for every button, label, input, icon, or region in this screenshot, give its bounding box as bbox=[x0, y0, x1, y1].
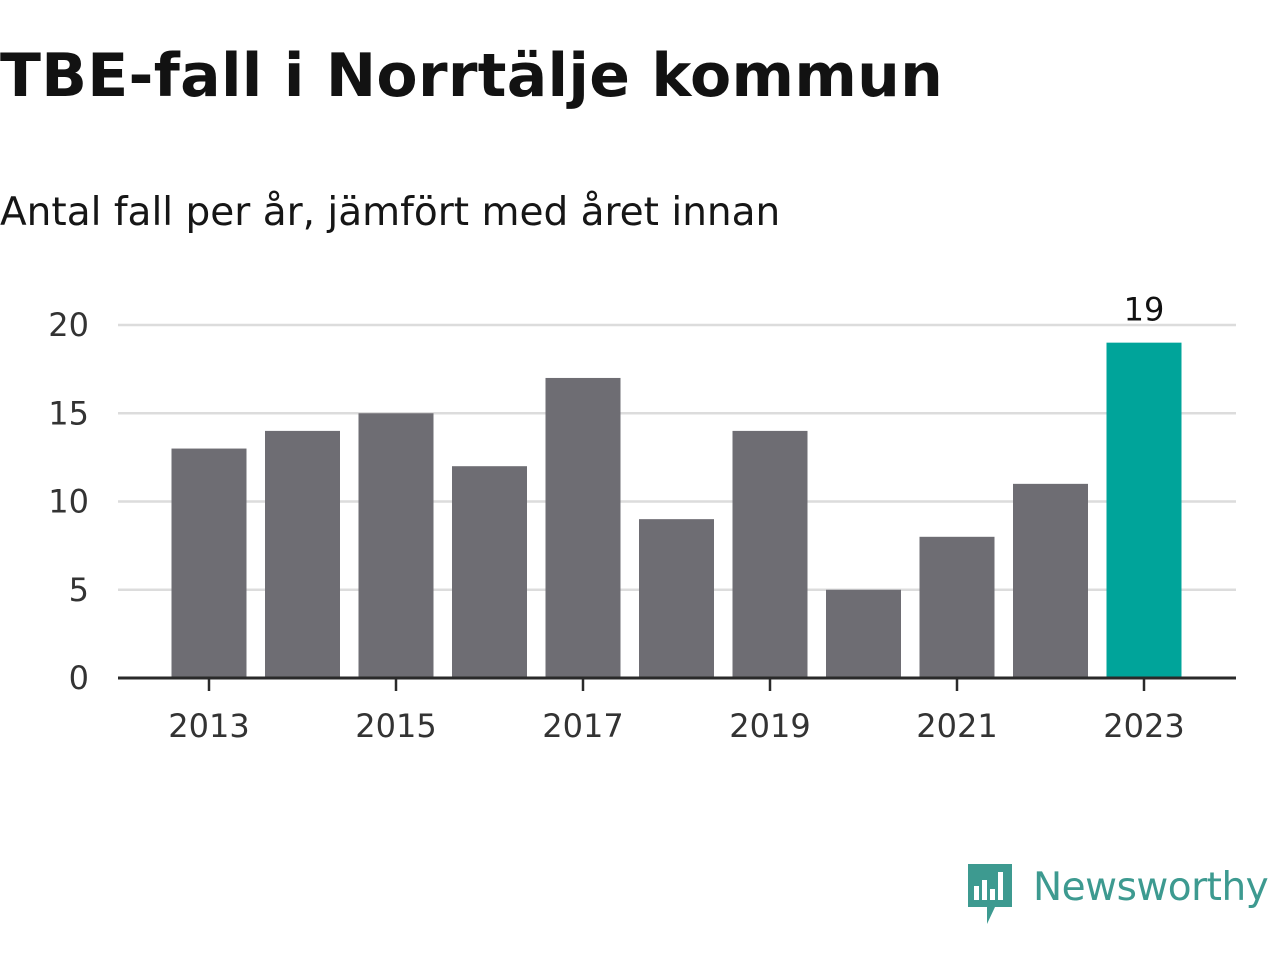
data-label-2023: 19 bbox=[1124, 291, 1165, 329]
x-tick-label: 2013 bbox=[168, 707, 249, 745]
x-tick-label: 2021 bbox=[916, 707, 997, 745]
y-tick-label: 5 bbox=[69, 571, 89, 609]
bar-2014 bbox=[265, 430, 340, 678]
x-tick-label: 2017 bbox=[542, 707, 623, 745]
brand-name: Newsworthy bbox=[1033, 865, 1269, 910]
x-tick-label: 2015 bbox=[355, 707, 436, 745]
bar-2021 bbox=[919, 536, 995, 678]
bar-2013 bbox=[171, 448, 247, 678]
chart-title: TBE-fall i Norrtälje kommun bbox=[0, 41, 944, 111]
y-tick-label: 15 bbox=[48, 394, 89, 432]
bar-2015 bbox=[358, 413, 434, 678]
bar-2022 bbox=[1013, 483, 1088, 678]
bars bbox=[171, 342, 1182, 678]
bar-2019 bbox=[732, 430, 808, 678]
bar-2020 bbox=[826, 589, 901, 678]
chart-subtitle: Antal fall per år, jämfört med året inna… bbox=[0, 190, 781, 235]
bar-2016 bbox=[452, 466, 527, 678]
bar-2017 bbox=[545, 377, 621, 678]
bar-2023 bbox=[1106, 342, 1182, 678]
y-tick-label: 10 bbox=[48, 483, 89, 521]
newsworthy-logo-icon bbox=[968, 864, 1012, 924]
x-tick-label: 2023 bbox=[1103, 707, 1184, 745]
x-tick-label: 2019 bbox=[729, 707, 810, 745]
bar-2018 bbox=[639, 519, 714, 678]
axes bbox=[118, 676, 1236, 691]
y-tick-label: 20 bbox=[48, 306, 89, 344]
y-tick-label: 0 bbox=[69, 659, 89, 697]
